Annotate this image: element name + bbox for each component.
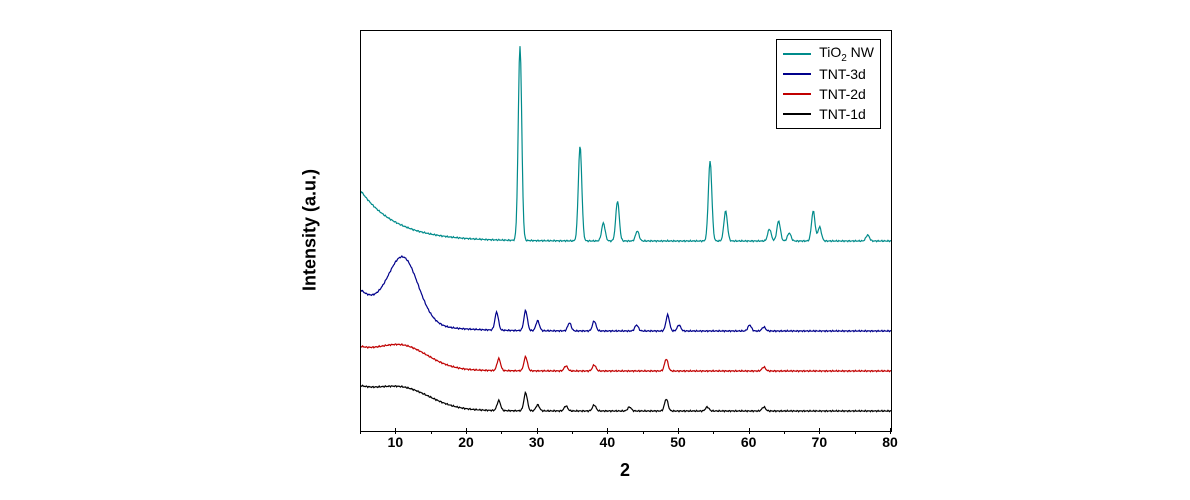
legend-label: TNT-3d	[819, 66, 866, 82]
x-tick-mark-minor	[855, 431, 856, 434]
x-tick-label: 50	[670, 434, 686, 450]
legend-label: TiO2 NW	[819, 44, 874, 64]
legend-row: TNT-3d	[783, 64, 874, 84]
x-ticks: 1020304050607080	[360, 434, 890, 454]
series-tnt-3d	[361, 256, 891, 332]
series-tnt-1d	[361, 385, 891, 412]
y-axis-label: Intensity (a.u.)	[300, 169, 321, 291]
x-tick-label: 80	[882, 434, 898, 450]
x-tick-mark-minor	[643, 431, 644, 434]
x-tick-label: 20	[458, 434, 474, 450]
legend-swatch	[783, 93, 811, 95]
legend-row: TNT-1d	[783, 104, 874, 124]
legend-row: TiO2 NW	[783, 44, 874, 64]
x-tick-mark-minor	[360, 431, 361, 434]
legend-swatch	[783, 113, 811, 115]
x-tick-mark-minor	[572, 431, 573, 434]
x-tick-mark-minor	[501, 431, 502, 434]
legend-label: TNT-1d	[819, 106, 866, 122]
x-tick-label: 30	[529, 434, 545, 450]
x-axis-label: 2	[620, 460, 630, 481]
legend: TiO2 NW TNT-3d TNT-2d TNT-1d	[776, 39, 881, 129]
plot-area: TiO2 NW TNT-3d TNT-2d TNT-1d	[360, 30, 892, 432]
legend-label: TNT-2d	[819, 86, 866, 102]
x-tick-label: 10	[388, 434, 404, 450]
legend-swatch	[783, 73, 811, 75]
series-tnt-2d	[361, 344, 891, 372]
x-tick-label: 60	[741, 434, 757, 450]
x-tick-label: 70	[812, 434, 828, 450]
xrd-figure: Intensity (a.u.) TiO2 NW TNT-3d TNT-2d TNT-…	[280, 20, 910, 480]
legend-swatch	[783, 53, 811, 55]
x-tick-label: 40	[600, 434, 616, 450]
legend-row: TNT-2d	[783, 84, 874, 104]
x-tick-mark-minor	[713, 431, 714, 434]
x-tick-mark-minor	[784, 431, 785, 434]
x-tick-mark-minor	[431, 431, 432, 434]
